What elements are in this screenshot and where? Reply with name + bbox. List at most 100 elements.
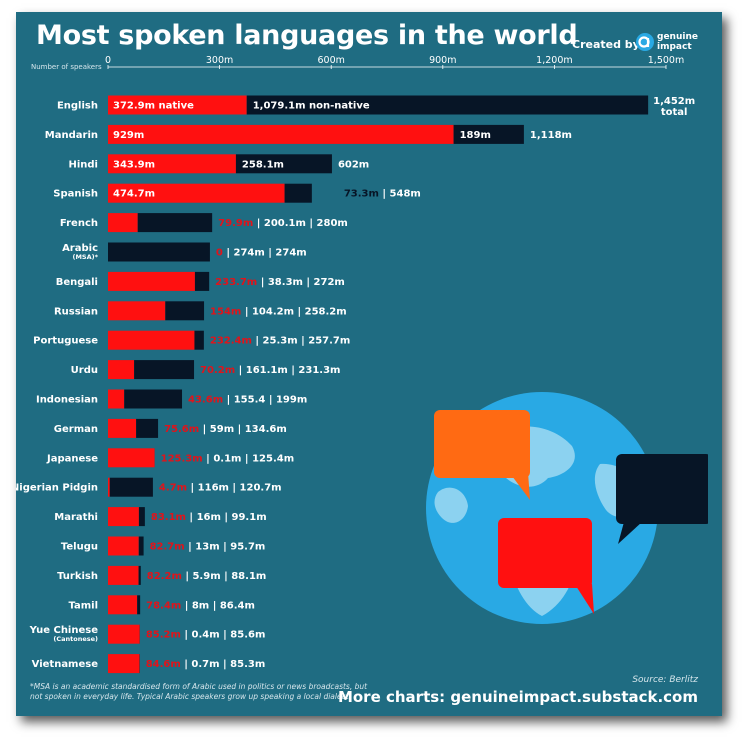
bar-non-native xyxy=(453,124,524,144)
bar-native xyxy=(108,154,236,174)
bar-native xyxy=(108,595,138,615)
globe-speech-bubbles-illustration xyxy=(426,392,708,624)
infographic-card: 0 300m 600m 900m 1,200m 1,500m English 372.9m n… xyxy=(16,12,722,716)
x-axis-tick-label: 0 xyxy=(105,55,111,66)
x-axis-tick-label: 1,500m xyxy=(648,55,684,66)
category-label: Nigerian Pidgin xyxy=(16,483,98,494)
bar-native xyxy=(108,213,138,233)
category-label: Tamil xyxy=(68,600,98,611)
bar-native xyxy=(108,301,166,321)
bar-non-native xyxy=(108,242,210,262)
bar-non-native xyxy=(194,330,204,350)
bar-native xyxy=(108,477,110,497)
category-sublabel: (MSA)* xyxy=(72,253,98,261)
value-label-group: 83.1m | 16m | 99.1m xyxy=(151,512,267,523)
bar-native xyxy=(108,448,155,468)
category-label: Portuguese xyxy=(33,336,98,347)
category-label: Hindi xyxy=(68,159,98,170)
x-axis-tick-label: 600m xyxy=(318,55,345,66)
category-label: Russian xyxy=(54,306,98,317)
value-label-group: 82.2m | 5.9m | 88.1m xyxy=(147,571,267,582)
value-label-group: 79.9m | 200.1m | 280m xyxy=(218,218,348,229)
bar-non-native xyxy=(124,389,183,409)
category-label: Turkish xyxy=(57,571,98,582)
dark-speech-bubble-icon xyxy=(616,454,708,544)
native-value-label: 343.9m xyxy=(113,159,155,170)
category-label: Mandarin xyxy=(45,130,98,141)
genuine-impact-logo-icon xyxy=(636,33,654,51)
bar-non-native xyxy=(109,477,153,497)
value-label-group: 43.6m | 155.4 | 199m xyxy=(188,395,307,406)
bar-non-native xyxy=(165,301,205,321)
brand-line-1: genuine xyxy=(657,32,698,42)
x-axis-tick-label: 900m xyxy=(429,55,456,66)
value-label-group: 125.3m | 0.1m | 125.4m xyxy=(161,453,294,464)
total-value-label: 1,452m xyxy=(653,96,695,107)
bar-native xyxy=(108,271,195,291)
category-label: Indonesian xyxy=(36,395,98,406)
value-label-group: 0 | 274m | 274m xyxy=(216,248,307,259)
bar-non-native xyxy=(138,565,141,585)
category-label: Marathi xyxy=(54,512,98,523)
total-caption-label: total xyxy=(661,107,688,118)
bar-non-native xyxy=(134,360,195,380)
category-label: Yue Chinese xyxy=(29,625,99,636)
non-native-value-label: 189m xyxy=(460,130,491,141)
value-label-group: 75.6m | 59m | 134.6m xyxy=(164,424,287,435)
value-label-group: 84.6m | 0.7m | 85.3m xyxy=(146,659,266,670)
bar-native xyxy=(108,507,139,527)
created-by-label: Created by xyxy=(572,38,640,51)
more-charts-link[interactable]: More charts: genuineimpact.substack.com xyxy=(337,688,698,706)
bar-non-native xyxy=(137,213,213,233)
bar-native xyxy=(108,124,454,144)
red-speech-bubble-icon xyxy=(498,518,594,614)
value-label-group: 70.2m | 161.1m | 231.3m xyxy=(200,365,340,376)
category-label: Arabic xyxy=(62,243,98,254)
value-label-group: 78.4m | 8m | 86.4m xyxy=(146,600,255,611)
bar-native xyxy=(108,418,137,438)
value-label-group: 85.2m | 0.4m | 85.6m xyxy=(146,630,266,641)
bar-non-native xyxy=(136,418,159,438)
bar-non-native xyxy=(138,536,144,556)
bar-non-native xyxy=(284,183,312,203)
non-native-value-label: 258.1m xyxy=(242,159,284,170)
native-value-label: 929m xyxy=(113,130,144,141)
source-label: Source: Berlitz xyxy=(632,675,698,685)
category-label: English xyxy=(57,101,98,112)
value-label-group: 4.7m | 116m | 120.7m xyxy=(159,483,282,494)
footnote: *MSA is an academic standardised form of… xyxy=(30,682,368,701)
bar-non-native xyxy=(246,95,649,115)
native-value-label: 474.7m xyxy=(113,189,155,200)
bar-chart: 0 300m 600m 900m 1,200m 1,500m English 372.9m n… xyxy=(16,55,695,674)
bar-native xyxy=(108,389,125,409)
category-label: Bengali xyxy=(56,277,98,288)
category-label: Telugu xyxy=(61,542,98,553)
bar-non-native xyxy=(194,271,210,291)
category-label: Spanish xyxy=(53,189,98,200)
page-title: Most spoken languages in the world xyxy=(36,20,578,51)
native-value-label: 372.9m native xyxy=(113,101,194,112)
bar-native xyxy=(108,183,285,203)
bar-non-native xyxy=(138,507,145,527)
category-label: Vietnamese xyxy=(32,659,99,670)
brand-line-2: impact xyxy=(657,42,692,52)
value-label-group: 73.3m | 548m xyxy=(344,189,421,200)
bar-native xyxy=(108,536,139,556)
total-value-label: 602m xyxy=(338,159,369,170)
value-label-group: 82.7m | 13m | 95.7m xyxy=(150,542,266,553)
total-value-label: 1,118m xyxy=(530,130,572,141)
bar-non-native xyxy=(137,595,141,615)
brand-name: genuine impact xyxy=(657,32,698,52)
value-label-group: 232.4m | 25.3m | 257.7m xyxy=(210,336,350,347)
category-label: French xyxy=(60,218,98,229)
bar-non-native xyxy=(235,154,332,174)
axis-title: Number of speakers xyxy=(31,63,102,71)
value-label-group: 154m | 104.2m | 258.2m xyxy=(210,306,347,317)
category-label: German xyxy=(54,424,98,435)
x-axis-tick-label: 1,200m xyxy=(536,55,572,66)
bar-native xyxy=(108,360,135,380)
category-sublabel: (Cantonese) xyxy=(53,635,98,643)
category-label: Japanese xyxy=(46,453,98,464)
bar-native xyxy=(108,95,247,115)
bar-native xyxy=(108,330,195,350)
